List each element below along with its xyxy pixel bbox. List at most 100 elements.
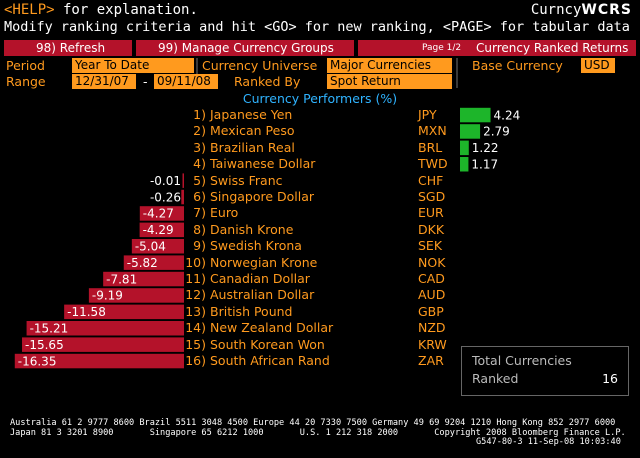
currency-code: DKK xyxy=(418,221,445,237)
rank-number: 15) xyxy=(185,336,206,352)
currency-code: NZD xyxy=(418,320,446,336)
currency-code: TWD xyxy=(418,156,448,172)
base-currency-field[interactable]: USD xyxy=(581,58,615,73)
rank-number: 4) xyxy=(193,156,206,172)
currency-code: CAD xyxy=(418,271,445,286)
rank-number: 8) xyxy=(193,221,206,237)
period-field[interactable]: Year To Date xyxy=(72,58,194,73)
list-item[interactable]: 7) Euro EUR xyxy=(0,205,640,221)
currency-name: Brazilian Real xyxy=(210,139,295,155)
function-name: Curncy xyxy=(530,2,582,18)
refresh-button[interactable]: 98) Refresh xyxy=(4,40,132,56)
list-item[interactable]: 14) New Zealand Dollar NZD xyxy=(0,320,640,336)
currency-name: South Korean Won xyxy=(210,336,325,352)
screen-title: Currency Ranked Returns xyxy=(476,41,629,55)
currency-code: JPY xyxy=(418,107,437,122)
ranked-label: Ranked xyxy=(472,371,519,386)
currency-name-cell[interactable]: 2) Mexican Peso xyxy=(172,123,362,139)
currency-name-cell[interactable]: 6) Singapore Dollar xyxy=(172,189,362,205)
currency-code: KRW xyxy=(418,336,447,352)
currency-name-cell[interactable]: 4) Taiwanese Dollar xyxy=(172,156,362,172)
currency-code: EUR xyxy=(418,205,444,221)
currency-name: British Pound xyxy=(210,303,293,319)
footer-contacts-line2: Japan 81 3 3201 8900 Singapore 65 6212 1… xyxy=(10,428,626,438)
rank-number: 2) xyxy=(193,123,206,139)
rank-number: 13) xyxy=(185,303,206,319)
ranked-by-field[interactable]: Spot Return xyxy=(327,74,452,89)
currency-code: CHF xyxy=(418,172,444,188)
rank-number: 16) xyxy=(185,353,206,368)
currency-name: Euro xyxy=(210,205,239,221)
universe-label: Currency Universe xyxy=(202,58,318,73)
help-line: <HELP> for explanation. xyxy=(4,2,198,18)
divider xyxy=(456,58,458,88)
currency-code: SGD xyxy=(418,189,446,204)
base-currency-label: Base Currency xyxy=(472,58,563,73)
currency-name: Canadian Dollar xyxy=(210,271,310,286)
rank-number: 14) xyxy=(185,320,206,336)
currency-code: SEK xyxy=(418,238,443,254)
ranked-count: 16 xyxy=(602,371,618,386)
currency-name-cell[interactable]: 10) Norwegian Krone xyxy=(172,255,362,271)
list-item[interactable]: 12) Australian Dollar AUD xyxy=(0,287,640,303)
list-item[interactable]: 5) Swiss Franc CHF xyxy=(0,173,640,189)
range-dash: - xyxy=(143,74,148,89)
list-item[interactable]: 6) Singapore Dollar SGD xyxy=(0,189,640,205)
currency-code: ZAR xyxy=(418,353,444,368)
currency-name: Danish Krone xyxy=(210,221,294,237)
currency-name-cell[interactable]: 15) South Korean Won xyxy=(172,337,362,353)
rank-number: 3) xyxy=(193,139,206,155)
function-code: WCRS xyxy=(581,2,632,18)
list-item[interactable]: 11) Canadian Dollar CAD xyxy=(0,271,640,287)
currency-name-cell[interactable]: 16) South African Rand xyxy=(172,353,362,369)
currency-name-cell[interactable]: 12) Australian Dollar xyxy=(172,287,362,303)
currency-name: Swiss Franc xyxy=(210,172,283,188)
currency-name: Swedish Krona xyxy=(210,238,302,254)
list-item[interactable]: 3) Brazilian Real BRL xyxy=(0,140,640,156)
footer-timestamp: G547-80-3 11-Sep-08 10:03:40 xyxy=(476,437,621,447)
help-text: for explanation. xyxy=(54,2,198,18)
footer-contacts-line1: Australia 61 2 9777 8600 Brazil 5511 304… xyxy=(10,418,616,428)
rank-number: 5) xyxy=(193,172,206,188)
list-item[interactable]: 1) Japanese Yen JPY xyxy=(0,107,640,123)
section-heading: Currency Performers (%) xyxy=(242,91,398,106)
rank-number: 12) xyxy=(185,287,206,303)
currency-name-cell[interactable]: 5) Swiss Franc xyxy=(172,173,362,189)
currency-name-cell[interactable]: 8) Danish Krone xyxy=(172,222,362,238)
universe-field[interactable]: Major Currencies xyxy=(327,58,452,73)
currency-name-cell[interactable]: 11) Canadian Dollar xyxy=(172,271,362,287)
list-item[interactable]: 13) British Pound GBP xyxy=(0,304,640,320)
list-item[interactable]: 10) Norwegian Krone NOK xyxy=(0,255,640,271)
currency-name-cell[interactable]: 14) New Zealand Dollar xyxy=(172,320,362,336)
list-item[interactable]: 2) Mexican Peso MXN xyxy=(0,123,640,139)
manage-currency-groups-button[interactable]: 99) Manage Currency Groups xyxy=(136,40,354,56)
currency-name: Norwegian Krone xyxy=(210,254,318,270)
currency-name-cell[interactable]: 7) Euro xyxy=(172,205,362,221)
currency-code: BRL xyxy=(418,139,443,155)
currency-name-cell[interactable]: 3) Brazilian Real xyxy=(172,140,362,156)
currency-name-cell[interactable]: 9) Swedish Krona xyxy=(172,238,362,254)
help-key[interactable]: <HELP> xyxy=(4,2,55,18)
total-currencies-label: Total Currencies xyxy=(472,353,572,368)
list-item[interactable]: 8) Danish Krone DKK xyxy=(0,222,640,238)
currency-name-cell[interactable]: 1) Japanese Yen xyxy=(172,107,362,123)
list-item[interactable]: 9) Swedish Krona SEK xyxy=(0,238,640,254)
list-item[interactable]: 15) South Korean Won KRW xyxy=(0,337,640,353)
list-item[interactable]: 4) Taiwanese Dollar TWD xyxy=(0,156,640,172)
function-title: CurncyWCRS xyxy=(531,2,632,18)
currency-code: NOK xyxy=(418,254,446,270)
currency-name: Singapore Dollar xyxy=(210,189,315,204)
rank-number: 6) xyxy=(193,189,206,204)
divider xyxy=(196,58,198,88)
range-end-field[interactable]: 09/11/08 xyxy=(154,74,218,89)
currency-name: New Zealand Dollar xyxy=(210,320,334,336)
currency-code: MXN xyxy=(418,123,447,139)
currency-name-cell[interactable]: 13) British Pound xyxy=(172,304,362,320)
currency-name: Japanese Yen xyxy=(210,107,293,122)
currency-name: South African Rand xyxy=(210,353,330,368)
currency-name: Taiwanese Dollar xyxy=(210,156,316,172)
list-item[interactable]: 16) South African Rand ZAR xyxy=(0,353,640,369)
range-start-field[interactable]: 12/31/07 xyxy=(72,74,136,89)
rank-number: 1) xyxy=(193,107,206,122)
rank-number: 7) xyxy=(193,205,206,221)
